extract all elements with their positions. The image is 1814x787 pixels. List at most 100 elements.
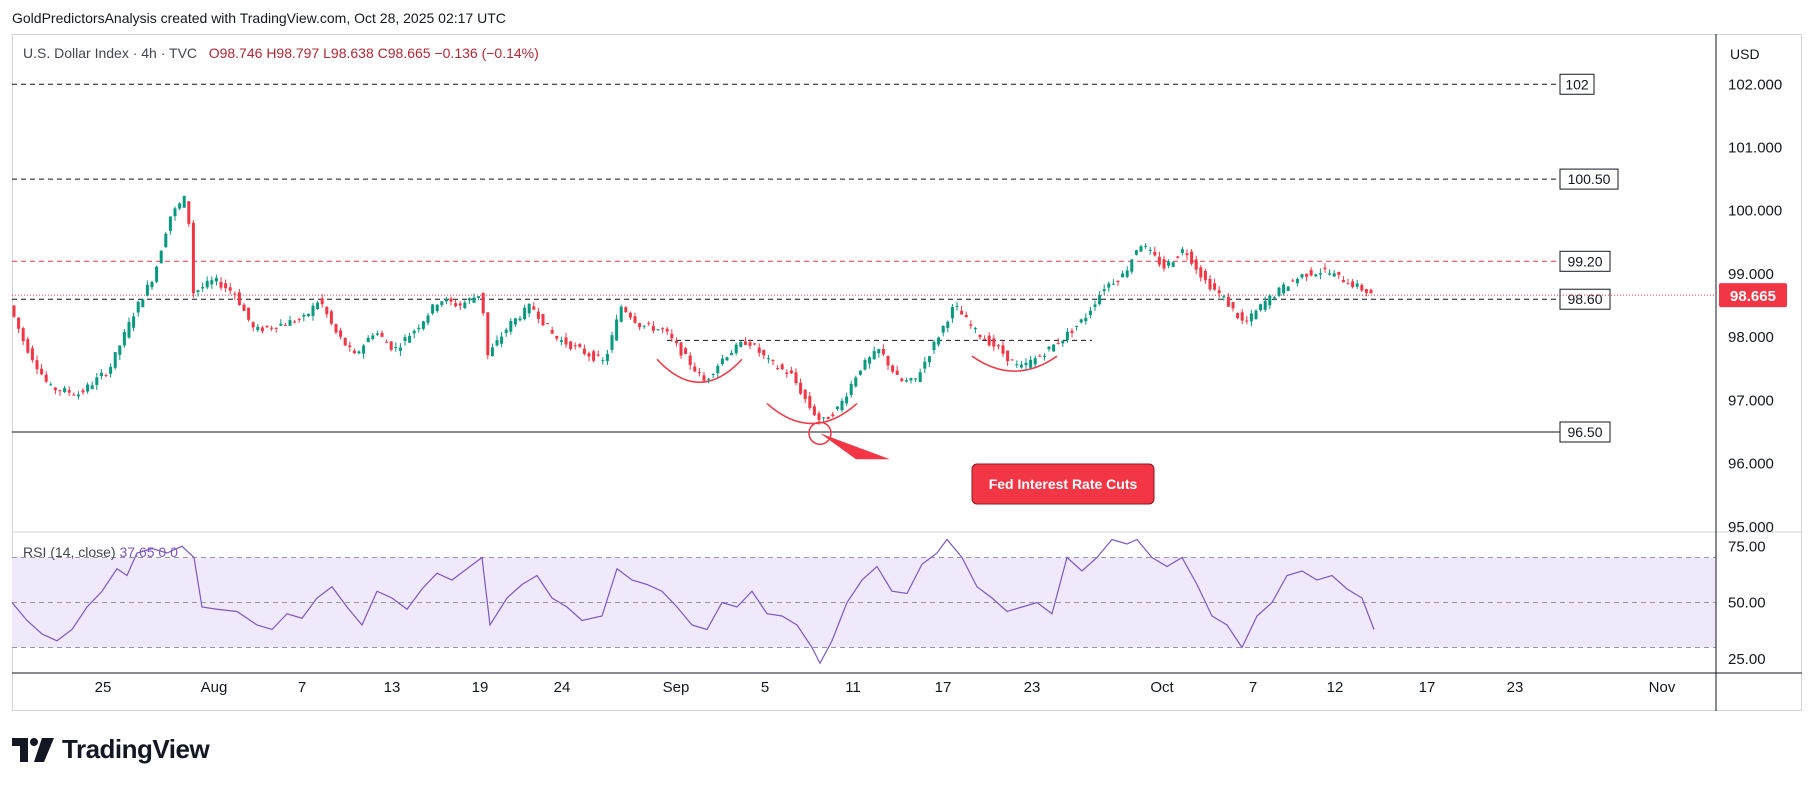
candle-body bbox=[803, 389, 807, 400]
candle-body bbox=[817, 413, 821, 421]
candle-body bbox=[1042, 356, 1046, 358]
candle-body bbox=[1065, 331, 1069, 341]
candle-body bbox=[311, 305, 315, 316]
candle-body bbox=[863, 359, 867, 370]
candle-body bbox=[1263, 300, 1267, 310]
candle-body bbox=[1180, 249, 1184, 253]
candle-body bbox=[1001, 345, 1005, 354]
candle-body bbox=[638, 323, 642, 328]
candle-body bbox=[886, 355, 890, 366]
candle-body bbox=[1369, 289, 1373, 294]
candle-body bbox=[849, 383, 853, 396]
time-tick-label: 23 bbox=[1024, 679, 1041, 696]
candle-body bbox=[1098, 295, 1102, 305]
last-price-tag[interactable] bbox=[1719, 283, 1787, 308]
candle-body bbox=[914, 378, 918, 380]
candle-body bbox=[909, 378, 913, 381]
candle-body bbox=[187, 201, 191, 224]
candle-body bbox=[247, 307, 251, 320]
candle-body bbox=[1222, 296, 1226, 298]
candle-body bbox=[398, 347, 402, 351]
candle-body bbox=[1070, 330, 1074, 333]
candle-body bbox=[325, 306, 329, 315]
candle-body bbox=[1364, 289, 1368, 293]
candle-body bbox=[753, 343, 757, 345]
candle-body bbox=[371, 335, 375, 339]
annotation-circle[interactable] bbox=[808, 421, 832, 446]
level-label: 102 bbox=[1565, 76, 1589, 92]
candle-body bbox=[283, 324, 287, 326]
candle-body bbox=[1259, 304, 1263, 311]
time-tick-label: 19 bbox=[472, 679, 489, 696]
candle-body bbox=[1185, 253, 1189, 256]
candle-body bbox=[173, 208, 177, 217]
candle-body bbox=[969, 324, 973, 326]
candle-body bbox=[237, 292, 241, 306]
candle-body bbox=[960, 310, 964, 315]
candle-body bbox=[30, 348, 34, 361]
rsi-legend[interactable]: RSI (14, close) 37.65 0 0 bbox=[23, 544, 178, 560]
candle-body bbox=[1323, 267, 1327, 270]
candle-body bbox=[260, 327, 264, 332]
candle-body bbox=[320, 298, 324, 305]
candle-body bbox=[435, 304, 439, 311]
candle-body bbox=[1121, 273, 1125, 278]
candle-body bbox=[1162, 259, 1166, 269]
candle-body bbox=[628, 312, 632, 318]
annotation-text: Fed Interest Rate Cuts bbox=[989, 476, 1138, 492]
price-tick-label: 101.000 bbox=[1728, 139, 1782, 156]
rsi-line[interactable] bbox=[11, 538, 1375, 665]
candle-body bbox=[339, 330, 343, 337]
currency-selector[interactable]: USD bbox=[1730, 46, 1760, 62]
tradingview-brand[interactable]: TradingView bbox=[12, 734, 210, 765]
candle-body bbox=[670, 333, 674, 339]
symbol-legend[interactable]: U.S. Dollar Index · 4h · TVC O98.746 H98… bbox=[23, 45, 539, 61]
candle-body bbox=[739, 342, 743, 347]
candle-body bbox=[716, 365, 720, 374]
candle-body bbox=[633, 316, 637, 323]
candle-body bbox=[440, 301, 444, 305]
candle-body bbox=[1314, 274, 1318, 277]
time-tick-label: Sep bbox=[663, 679, 690, 696]
candle-body bbox=[122, 331, 126, 346]
candle-body bbox=[559, 340, 563, 342]
candle-body bbox=[76, 394, 80, 397]
candle-body bbox=[780, 364, 784, 370]
candle-body bbox=[164, 233, 168, 248]
annotation-callout[interactable] bbox=[971, 463, 1155, 505]
candle-body bbox=[1010, 359, 1014, 361]
time-tick-label: Nov bbox=[1649, 679, 1676, 696]
left-shoulder-arc[interactable] bbox=[656, 358, 743, 383]
candle-body bbox=[357, 351, 361, 354]
candle-body bbox=[458, 303, 462, 306]
candle-body bbox=[831, 414, 835, 417]
candle-body bbox=[1309, 270, 1313, 276]
candle-body bbox=[1286, 286, 1290, 291]
candle-body bbox=[651, 325, 655, 331]
candle-body bbox=[1144, 245, 1148, 247]
candle-body bbox=[394, 347, 398, 349]
candle-body bbox=[978, 334, 982, 338]
candle-body bbox=[647, 323, 651, 325]
candle-body bbox=[127, 321, 131, 338]
candle-body bbox=[1272, 297, 1276, 299]
candle-body bbox=[1139, 246, 1143, 252]
candle-body bbox=[946, 321, 950, 328]
rsi-tick-label: 50.00 bbox=[1728, 595, 1766, 612]
candle-body bbox=[1245, 320, 1249, 322]
candle-body bbox=[334, 324, 338, 333]
head-arc[interactable] bbox=[766, 402, 858, 425]
candle-body bbox=[1268, 295, 1272, 306]
right-shoulder-arc[interactable] bbox=[971, 355, 1058, 372]
candle-body bbox=[799, 382, 803, 394]
candle-body bbox=[619, 306, 623, 322]
candle-body bbox=[1282, 284, 1286, 294]
candle-body bbox=[541, 313, 545, 326]
rsi-tick-label: 25.00 bbox=[1728, 651, 1766, 668]
candle-body bbox=[1360, 284, 1364, 291]
candle-body bbox=[596, 354, 600, 356]
candle-body bbox=[1332, 273, 1336, 277]
candle-body bbox=[996, 345, 1000, 347]
candle-body bbox=[582, 348, 586, 354]
